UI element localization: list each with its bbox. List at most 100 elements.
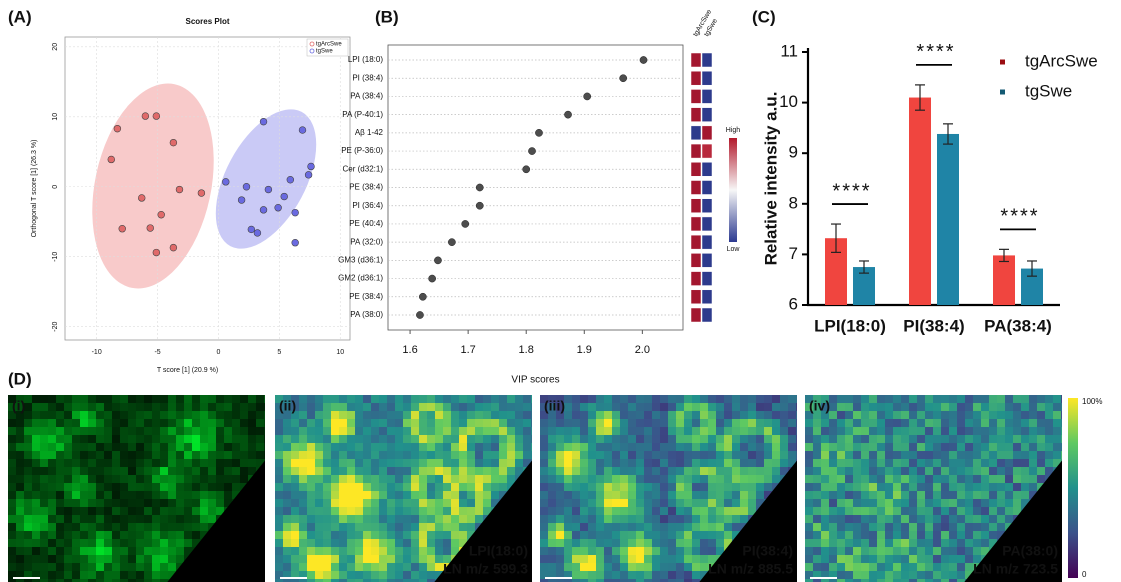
image-pixel	[861, 451, 869, 459]
image-pixel	[548, 419, 556, 427]
image-pixel	[596, 443, 604, 451]
image-pixel	[885, 419, 893, 427]
scatter-point	[108, 156, 115, 163]
image-pixel	[869, 491, 877, 499]
image-pixel	[339, 491, 347, 499]
image-pixel	[291, 531, 299, 539]
image-pixel	[387, 467, 395, 475]
image-pixel	[997, 411, 1005, 419]
image-pixel	[1045, 451, 1053, 459]
image-pixel	[72, 451, 80, 459]
image-pixel	[347, 515, 355, 523]
image-pixel	[136, 467, 144, 475]
image-pixel	[192, 499, 200, 507]
image-pixel	[813, 427, 821, 435]
image-pixel	[315, 515, 323, 523]
image-pixel	[788, 451, 796, 459]
panel-label: (A)	[8, 7, 32, 26]
image-pixel	[949, 515, 957, 523]
image-pixel	[16, 451, 24, 459]
image-pixel	[184, 419, 192, 427]
image-pixel	[419, 459, 427, 467]
image-pixel	[200, 427, 208, 435]
image-pixel	[853, 491, 861, 499]
image-pixel	[1037, 427, 1045, 435]
image-pixel	[379, 491, 387, 499]
image-pixel	[877, 427, 885, 435]
image-pixel	[957, 467, 965, 475]
image-pixel	[256, 395, 264, 403]
image-pixel	[403, 427, 411, 435]
image-pixel	[997, 451, 1005, 459]
image-pixel	[957, 523, 965, 531]
image-pixel	[853, 539, 861, 547]
image-pixel	[216, 427, 224, 435]
image-pixel	[893, 523, 901, 531]
image-pixel	[387, 563, 395, 571]
image-pixel	[347, 547, 355, 555]
image-pixel	[845, 411, 853, 419]
image-pixel	[660, 547, 668, 555]
image-pixel	[949, 507, 957, 515]
image-pixel	[347, 475, 355, 483]
image-pixel	[772, 467, 780, 475]
image-pixel	[724, 475, 732, 483]
image-pixel	[813, 539, 821, 547]
image-pixel	[371, 483, 379, 491]
image-pixel	[676, 427, 684, 435]
image-pixel	[580, 491, 588, 499]
image-pixel	[740, 419, 748, 427]
image-pixel	[837, 475, 845, 483]
image-pixel	[901, 467, 909, 475]
image-pixel	[475, 467, 483, 475]
row-label: PA (P-40:1)	[342, 110, 383, 119]
image-pixel	[475, 483, 483, 491]
image-pixel	[732, 523, 740, 531]
image-pixel	[572, 411, 580, 419]
image-pixel	[957, 555, 965, 563]
image-pixel	[160, 403, 168, 411]
image-pixel	[853, 451, 861, 459]
compound-label: PA(38:0)	[1002, 543, 1058, 559]
image-pixel	[363, 475, 371, 483]
image-pixel	[700, 451, 708, 459]
image-pixel	[323, 515, 331, 523]
image-pixel	[144, 499, 152, 507]
image-pixel	[949, 483, 957, 491]
image-pixel	[869, 499, 877, 507]
image-pixel	[144, 507, 152, 515]
image-pixel	[829, 547, 837, 555]
image-pixel	[323, 491, 331, 499]
image-pixel	[331, 451, 339, 459]
image-pixel	[965, 467, 973, 475]
heatmap-cell	[691, 181, 701, 195]
image-pixel	[845, 571, 853, 579]
image-pixel	[24, 547, 32, 555]
image-pixel	[764, 475, 772, 483]
row-label: PA (32:0)	[350, 237, 383, 246]
image-pixel	[104, 475, 112, 483]
image-pixel	[700, 475, 708, 483]
image-pixel	[128, 571, 136, 579]
image-pixel	[144, 403, 152, 411]
image-pixel	[120, 531, 128, 539]
image-pixel	[427, 531, 435, 539]
image-pixel	[620, 451, 628, 459]
image-pixel	[88, 547, 96, 555]
image-pixel	[925, 435, 933, 443]
image-pixel	[612, 395, 620, 403]
image-pixel	[580, 515, 588, 523]
image-pixel	[901, 539, 909, 547]
image-pixel	[933, 499, 941, 507]
image-pixel	[112, 539, 120, 547]
image-pixel	[32, 515, 40, 523]
vip-point	[476, 202, 483, 209]
image-pixel	[612, 459, 620, 467]
image-pixel	[572, 563, 580, 571]
image-pixel	[692, 395, 700, 403]
image-pixel	[684, 515, 692, 523]
image-pixel	[612, 443, 620, 451]
image-pixel	[909, 395, 917, 403]
image-pixel	[283, 459, 291, 467]
image-pixel	[925, 491, 933, 499]
